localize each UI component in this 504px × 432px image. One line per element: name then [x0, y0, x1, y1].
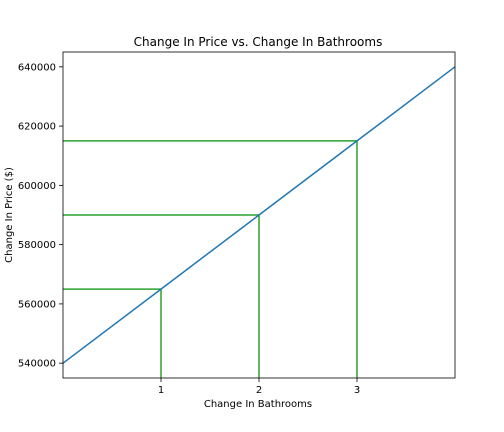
y-tick-label-4: 600000 [18, 181, 56, 192]
x-tick-label-2: 2 [256, 385, 262, 396]
chart-title: Change In Price vs. Change In Bathrooms [134, 35, 383, 49]
y-tick-label-1: 540000 [18, 359, 56, 370]
y-axis-label: Change In Price ($) [4, 167, 15, 263]
plot-area: 1 2 3 540000 560000 580000 600000 620000 640000 [18, 51, 456, 396]
y-tick-label-2: 560000 [18, 299, 56, 310]
y-tick-label-3: 580000 [18, 240, 56, 251]
y-tick-label-6: 640000 [18, 62, 56, 73]
x-axis-label: Change In Bathrooms [204, 399, 312, 410]
y-tick-label-5: 620000 [18, 122, 56, 133]
x-tick-label-3: 3 [354, 385, 360, 396]
series-line-1 [62, 66, 456, 364]
x-tick-label-1: 1 [158, 385, 164, 396]
